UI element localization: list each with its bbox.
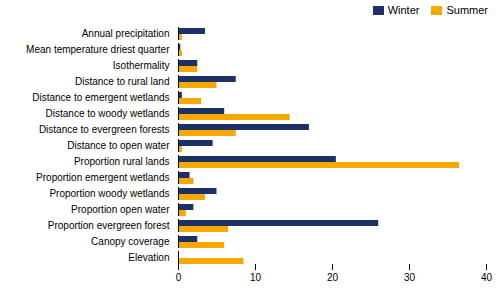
svg-text:10: 10 bbox=[250, 272, 262, 283]
html-text:Summer: Summer bbox=[446, 4, 488, 16]
svg-text:Distance to rural land: Distance to rural land bbox=[75, 76, 170, 87]
svg-text:Proportion evergreen forest: Proportion evergreen forest bbox=[48, 220, 170, 231]
svg-text:30: 30 bbox=[404, 272, 416, 283]
svg-text:Proportion open water: Proportion open water bbox=[71, 204, 170, 215]
svg-text:Annual precipitation: Annual precipitation bbox=[82, 28, 170, 39]
svg-text:Proportion rural lands: Proportion rural lands bbox=[74, 156, 170, 167]
svg-text:Elevation: Elevation bbox=[128, 252, 169, 263]
svg-text:Isothermality: Isothermality bbox=[113, 60, 170, 71]
svg-text:Proportion woody wetlands: Proportion woody wetlands bbox=[49, 188, 169, 199]
svg-text:0: 0 bbox=[176, 272, 182, 283]
svg-text:Distance to evergreen forests: Distance to evergreen forests bbox=[39, 124, 170, 135]
svg-text:Canopy coverage: Canopy coverage bbox=[91, 236, 170, 247]
svg-text:Proportion emergent wetlands: Proportion emergent wetlands bbox=[36, 172, 169, 183]
svg-text:Distance to open water: Distance to open water bbox=[67, 140, 170, 151]
svg-text:40: 40 bbox=[481, 272, 493, 283]
svg-text:Distance to woody wetlands: Distance to woody wetlands bbox=[46, 108, 170, 119]
svg-text:Distance to emergent wetlands: Distance to emergent wetlands bbox=[32, 92, 169, 103]
svg-text:Mean temperature driest quarte: Mean temperature driest quarter bbox=[26, 44, 170, 55]
svg-text:20: 20 bbox=[327, 272, 339, 283]
html-text:Winter: Winter bbox=[387, 4, 420, 16]
